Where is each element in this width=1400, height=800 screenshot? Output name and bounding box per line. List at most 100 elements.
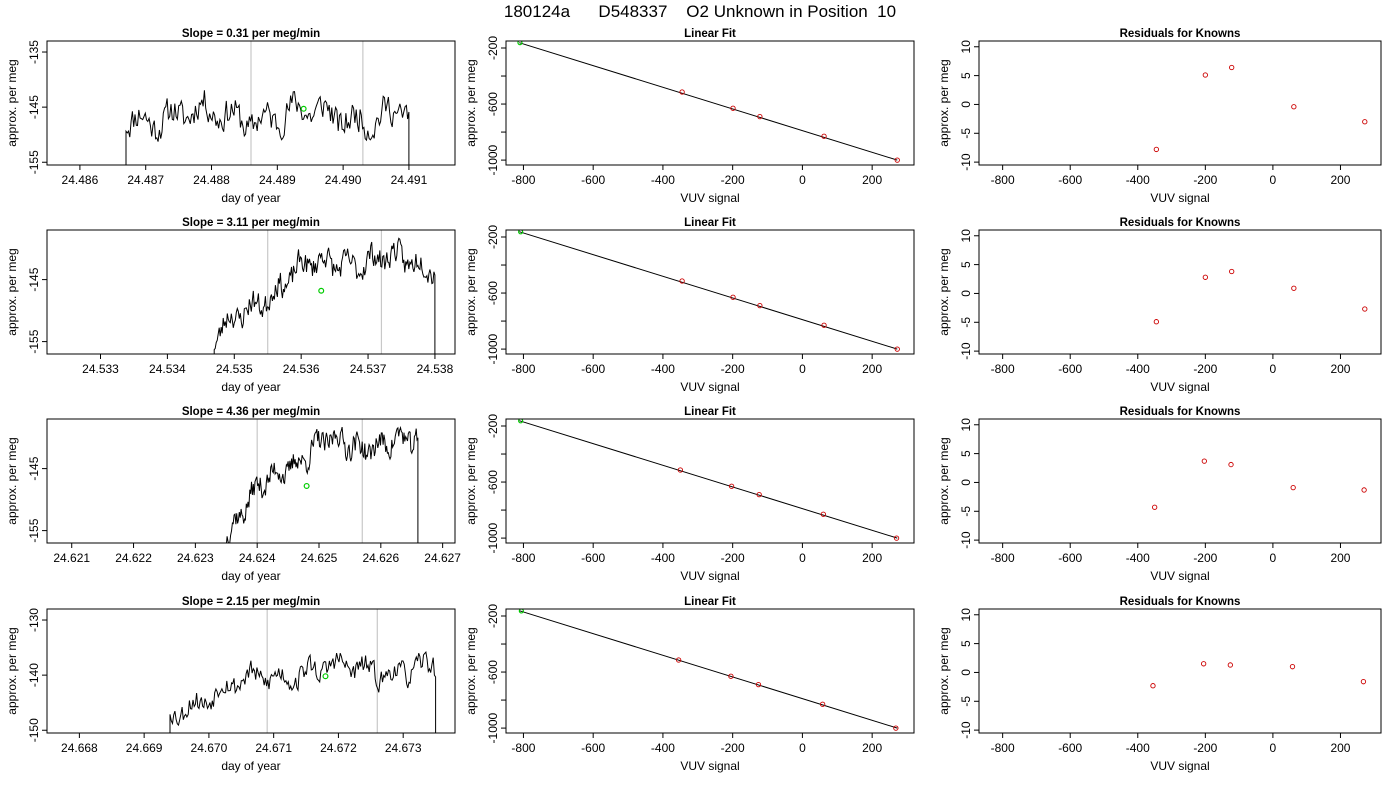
y-axis-label: approx. per meg xyxy=(937,59,951,146)
x-tick-label: 24.672 xyxy=(320,741,357,755)
fit-line xyxy=(519,420,898,539)
residual-point xyxy=(1152,504,1158,510)
x-tick-label: -800 xyxy=(991,362,1015,376)
y-tick-label: 0 xyxy=(959,479,973,486)
y-tick-label: 5 xyxy=(959,261,973,268)
x-axis-label: VUV signal xyxy=(680,191,739,205)
x-tick-label: -200 xyxy=(721,173,745,187)
y-tick-label: -600 xyxy=(486,470,500,494)
plot-frame xyxy=(505,229,915,355)
residual-point xyxy=(1200,661,1207,667)
x-axis-label: VUV signal xyxy=(680,569,739,583)
x-axis-label: day of year xyxy=(221,759,280,773)
x-tick-label: -600 xyxy=(1058,362,1082,376)
y-tick-label: -1000 xyxy=(486,333,500,364)
plot-frame xyxy=(978,608,1382,734)
unknown-marker xyxy=(303,482,310,489)
y-axis-label: approx. per meg xyxy=(5,437,19,524)
unknown-marker xyxy=(300,105,307,112)
panel-r3-c3: Residuals for Knowns -800 -600 -400 -200 0 200… xyxy=(937,406,1382,583)
y-tick-label: -155 xyxy=(27,518,41,542)
known-point xyxy=(757,114,763,120)
y-tick-label: 0 xyxy=(959,101,973,108)
x-tick-label: -800 xyxy=(511,362,535,376)
panel-r2-c3: Residuals for Knowns -800 -600 -400 -200 0 200… xyxy=(937,217,1382,394)
y-tick-label: -200 xyxy=(486,36,500,60)
residual-point xyxy=(1229,268,1235,275)
plot-frame xyxy=(505,418,915,544)
panel-r3-c1: Slope = 4.36 per meg/min 24.621 24.622 24.6… xyxy=(5,406,461,583)
known-point xyxy=(755,682,762,688)
plot-area xyxy=(213,230,436,354)
x-tick-label: 24.535 xyxy=(216,362,253,376)
plot-frame xyxy=(978,40,1382,166)
y-tick-label: -1000 xyxy=(486,712,500,743)
x-tick-label: -600 xyxy=(1058,741,1082,755)
fit-line xyxy=(519,42,898,161)
y-tick-label: -10 xyxy=(959,531,973,549)
x-tick-label: 0 xyxy=(1270,362,1277,376)
y-tick-label: -1000 xyxy=(486,144,500,175)
y-tick-label: -200 xyxy=(486,414,500,438)
unknown-marker xyxy=(322,673,329,680)
y-tick-label: -10 xyxy=(959,342,973,360)
known-point xyxy=(821,133,827,139)
known-point xyxy=(894,157,900,163)
residual-point xyxy=(1153,146,1160,153)
plot-area xyxy=(1152,458,1367,510)
y-tick-label: 10 xyxy=(959,418,973,432)
y-tick-label: 5 xyxy=(959,72,973,79)
signal-trace xyxy=(225,425,419,543)
y-tick-label: -10 xyxy=(959,153,973,171)
fit-line xyxy=(519,231,898,350)
plot-area xyxy=(518,609,899,731)
x-tick-label: 24.669 xyxy=(126,741,163,755)
y-axis-label: approx. per meg xyxy=(937,437,951,524)
known-point xyxy=(677,467,684,473)
fit-line xyxy=(519,610,898,729)
y-tick-label: -155 xyxy=(27,150,41,174)
plot-area xyxy=(517,41,900,163)
y-tick-label: -5 xyxy=(959,696,973,707)
x-axis-label: VUV signal xyxy=(1150,569,1209,583)
residual-point xyxy=(1360,679,1367,685)
x-tick-label: 24.487 xyxy=(127,173,164,187)
residual-point xyxy=(1361,487,1367,493)
x-tick-label: 24.488 xyxy=(193,173,230,187)
x-axis-label: VUV signal xyxy=(680,759,739,773)
x-tick-label: 200 xyxy=(1330,362,1350,376)
residual-point xyxy=(1362,119,1368,125)
y-tick-label: -145 xyxy=(27,95,41,119)
x-tick-label: -200 xyxy=(721,362,745,376)
x-tick-label: 200 xyxy=(862,362,882,376)
x-tick-label: 0 xyxy=(799,362,806,376)
plot-frame xyxy=(978,229,1382,355)
panel-title: Residuals for Knowns xyxy=(1120,217,1241,229)
x-tick-label: 24.627 xyxy=(424,551,461,565)
x-tick-label: 0 xyxy=(799,551,806,565)
x-tick-label: 0 xyxy=(1270,551,1277,565)
panel-r1-c3: Residuals for Knowns -800 -600 -400 -200 0 200… xyxy=(937,28,1382,205)
residual-point xyxy=(1227,662,1233,668)
y-tick-label: 0 xyxy=(959,669,973,676)
x-tick-label: 24.537 xyxy=(350,362,387,376)
x-axis-label: day of year xyxy=(221,191,280,205)
y-tick-label: -200 xyxy=(486,604,500,628)
residual-point xyxy=(1202,72,1208,78)
x-tick-label: 200 xyxy=(1330,741,1350,755)
y-tick-label: -10 xyxy=(959,721,973,739)
x-tick-label: 24.624 xyxy=(239,551,276,565)
panel-title: Linear Fit xyxy=(684,596,736,608)
signal-trace xyxy=(213,237,436,354)
plot-frame xyxy=(46,229,456,355)
known-point xyxy=(756,492,762,498)
y-tick-label: -200 xyxy=(486,225,500,249)
x-tick-label: 200 xyxy=(862,551,882,565)
y-tick-label: -145 xyxy=(27,267,41,291)
x-tick-label: -800 xyxy=(991,173,1015,187)
residual-point xyxy=(1291,104,1297,110)
x-tick-label: -400 xyxy=(651,362,675,376)
panel-title: Linear Fit xyxy=(684,406,736,418)
x-tick-label: -600 xyxy=(581,551,605,565)
plot-area xyxy=(1153,268,1368,325)
